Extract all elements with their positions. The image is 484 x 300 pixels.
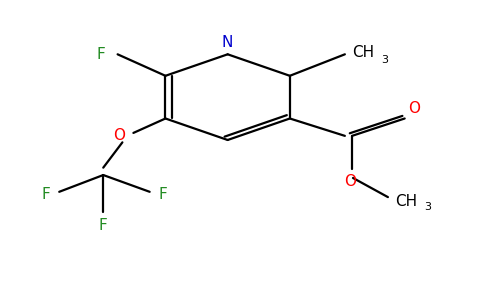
Text: F: F — [158, 187, 167, 202]
Text: F: F — [42, 187, 51, 202]
Text: F: F — [99, 218, 107, 233]
Text: 3: 3 — [424, 202, 431, 212]
Text: N: N — [222, 35, 233, 50]
Text: CH: CH — [395, 194, 417, 209]
Text: F: F — [97, 47, 106, 62]
Text: O: O — [344, 174, 356, 189]
Text: O: O — [113, 128, 125, 143]
Text: 3: 3 — [381, 55, 388, 64]
Text: O: O — [408, 101, 421, 116]
Text: CH: CH — [352, 45, 374, 60]
